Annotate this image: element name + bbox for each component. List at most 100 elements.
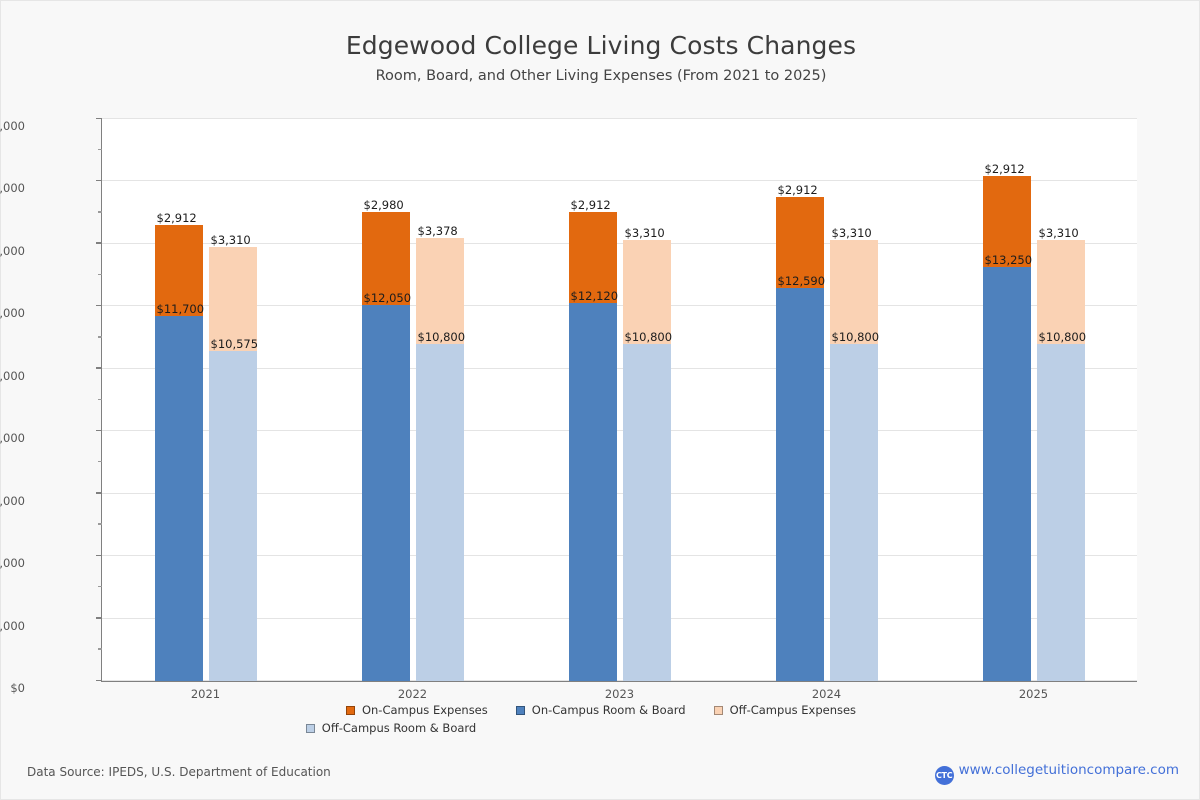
bar-segment[interactable]: $3,310: [622, 227, 671, 344]
y-axis-tick: [96, 554, 102, 557]
bar-value-label: $2,912: [984, 162, 1025, 177]
bar-value-label: $2,912: [570, 197, 611, 212]
bar-segment[interactable]: $3,310: [1036, 227, 1085, 344]
x-axis-label: 2023: [604, 687, 635, 701]
bar-segment[interactable]: $12,120: [568, 289, 618, 681]
y-axis-minor-tick: [98, 648, 102, 650]
bar-value-label: $2,912: [156, 210, 197, 225]
bar-segment[interactable]: $3,378: [415, 225, 464, 344]
bar-segment[interactable]: $2,912: [154, 211, 203, 316]
gridline: [102, 492, 1137, 494]
bar-segment[interactable]: $10,575: [208, 337, 258, 681]
legend-swatch-icon: [713, 706, 723, 715]
chart-legend: On-Campus Expenses On-Campus Room & Board…: [1, 701, 1200, 737]
gridline: [102, 180, 1137, 182]
y-axis-minor-tick: [98, 148, 102, 151]
bar-value-label: $12,050: [363, 290, 412, 305]
y-axis-tick: [96, 242, 102, 244]
bar-segment[interactable]: $10,800: [829, 330, 879, 681]
gridline: [102, 242, 1137, 244]
bar-value-label: $2,912: [777, 183, 818, 198]
bar-value-label: $11,700: [156, 301, 205, 316]
bar-value-label: $3,310: [831, 226, 872, 241]
bar-group: $13,250 $2,912 $10,800 $3,310 2025: [982, 119, 1086, 701]
title-block: Edgewood College Living Costs Changes Ro…: [1, 31, 1200, 87]
page-title: Edgewood College Living Costs Changes: [345, 31, 857, 60]
bar-value-label: $3,310: [1038, 226, 1079, 241]
bar-group: $12,050 $2,980 $10,800 $3,378 2022: [361, 119, 465, 701]
bar-value-label: $10,800: [1038, 329, 1087, 344]
y-axis-minor-tick: [98, 523, 102, 525]
y-axis-tick: [96, 179, 102, 182]
bar-value-label: $3,310: [624, 226, 665, 241]
y-axis-tick: [96, 617, 102, 619]
bar-segment[interactable]: $10,800: [415, 330, 465, 681]
bar-segment[interactable]: $10,800: [622, 330, 672, 681]
legend-item[interactable]: On-Campus Expenses: [345, 701, 488, 719]
bar-segment[interactable]: $3,310: [208, 234, 257, 351]
legend-label: Off-Campus Room & Board: [321, 721, 477, 735]
bar-segment[interactable]: $13,250: [982, 254, 1032, 681]
legend-label: On-Campus Room & Board: [531, 703, 686, 717]
bar-segment[interactable]: $3,310: [829, 227, 878, 344]
legend-swatch-icon: [345, 706, 355, 715]
plot-area: $0$2,000$4,000$6,000$8,000$10,000$12,000…: [0, 117, 1137, 701]
bar-value-label: $10,800: [831, 329, 880, 344]
bar-group: $12,120 $2,912 $10,800 $3,310 2023: [568, 119, 672, 701]
bar-segment[interactable]: $10,800: [1036, 330, 1086, 681]
gridline: [102, 367, 1137, 369]
x-axis-label: 2025: [1018, 687, 1049, 701]
bar-segment[interactable]: $12,590: [775, 274, 825, 681]
legend-label: Off-Campus Expenses: [729, 703, 857, 717]
brand-url-text: www.collegetuitioncompare.com: [958, 762, 1179, 778]
y-axis-tick: [96, 367, 102, 369]
legend-item[interactable]: Off-Campus Room & Board: [305, 719, 477, 737]
bar-value-label: $10,800: [624, 329, 673, 344]
y-axis-minor-tick: [98, 211, 102, 213]
gridline: [102, 305, 1137, 307]
bar-group: $12,590 $2,912 $10,800 $3,310 2024: [775, 119, 879, 701]
chart-subtitle: Room, Board, and Other Living Expenses (…: [375, 68, 827, 84]
bar-segment[interactable]: $11,700: [154, 302, 204, 681]
x-axis-label: 2022: [397, 687, 428, 701]
bar-value-label: $10,575: [210, 336, 259, 351]
bar-group: $11,700 $2,912 $10,575 $3,310 2021: [154, 119, 258, 701]
x-axis-label: 2021: [190, 687, 221, 701]
legend-swatch-icon: [515, 706, 525, 715]
data-source-text: Data Source: IPEDS, U.S. Department of E…: [27, 765, 331, 779]
bar-segment[interactable]: $2,912: [982, 163, 1031, 268]
bar-value-label: $3,310: [210, 233, 251, 248]
bar-value-label: $13,250: [984, 253, 1033, 268]
bar-segment[interactable]: $2,912: [568, 198, 617, 303]
bar-segment[interactable]: $2,980: [361, 198, 410, 305]
y-axis-minor-tick: [98, 460, 102, 463]
bar-value-label: $12,590: [777, 273, 826, 288]
bar-value-label: $3,378: [417, 224, 458, 239]
bar-value-label: $2,980: [363, 197, 404, 212]
y-axis-tick: [96, 117, 102, 119]
bar-segment[interactable]: $2,912: [775, 184, 824, 288]
gridline: [102, 617, 1137, 619]
y-axis-tick: [96, 304, 102, 307]
gridline: [102, 680, 1137, 681]
y-axis-tick: [96, 492, 102, 494]
y-axis-minor-tick: [98, 273, 102, 276]
gridline: [102, 430, 1137, 432]
gridline: [102, 555, 1137, 557]
y-axis-tick: [96, 429, 102, 432]
y-axis-minor-tick: [98, 336, 102, 338]
legend-swatch-icon: [305, 724, 315, 733]
brand-link[interactable]: CTC www.collegetuitioncompare.com: [934, 762, 1179, 785]
x-axis-label: 2024: [811, 687, 842, 701]
bar-segment[interactable]: $12,050: [361, 291, 411, 681]
legend-row: Off-Campus Room & Board: [1, 719, 1200, 737]
gridline: [102, 118, 1137, 119]
y-axis-tick: [96, 679, 102, 681]
bar-value-label: $12,120: [570, 288, 619, 303]
y-axis-minor-tick: [98, 585, 102, 588]
legend-label: On-Campus Expenses: [361, 703, 488, 717]
legend-item[interactable]: Off-Campus Expenses: [713, 701, 857, 719]
bar-value-label: $10,800: [417, 329, 466, 344]
legend-item[interactable]: On-Campus Room & Board: [515, 701, 686, 719]
